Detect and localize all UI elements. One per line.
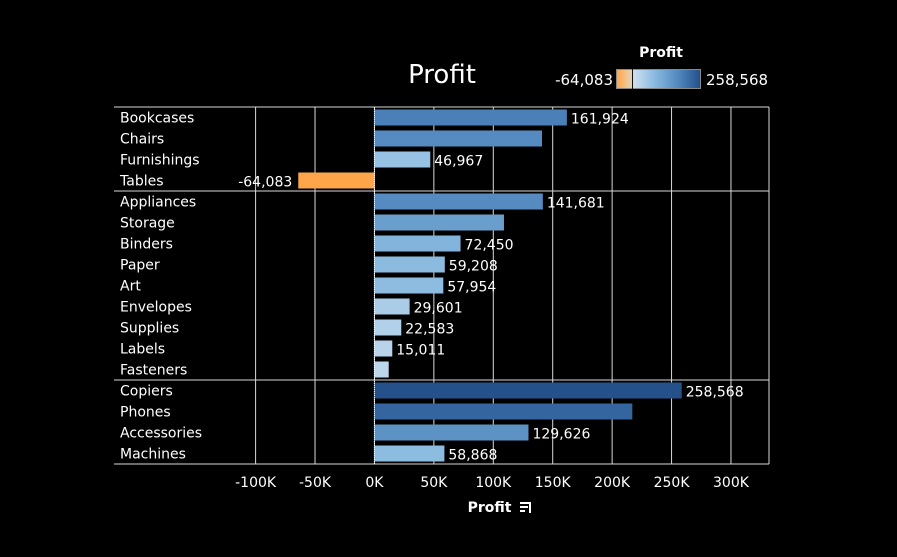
x-tick-label: 0K (365, 475, 384, 491)
x-tick-label: 300K (713, 475, 750, 491)
x-tick-label: 100K (475, 475, 512, 491)
category-label[interactable]: Binders (120, 237, 173, 253)
legend-max-label: 258,568 (706, 71, 769, 89)
x-tick-label: 50K (420, 475, 448, 491)
category-label[interactable]: Fasteners (120, 363, 187, 379)
bar[interactable] (298, 172, 375, 189)
data-label: 29,601 (414, 301, 463, 317)
category-label[interactable]: Phones (120, 405, 171, 421)
data-label: 141,681 (547, 196, 605, 212)
data-label: 72,450 (465, 238, 514, 254)
data-label: 57,954 (447, 280, 496, 296)
category-label[interactable]: Appliances (120, 195, 196, 211)
category-label[interactable]: Storage (120, 216, 175, 232)
data-label: 22,583 (405, 322, 454, 338)
category-label[interactable]: Labels (120, 342, 165, 358)
bar[interactable] (374, 151, 431, 168)
x-tick-label: 250K (654, 475, 691, 491)
category-label[interactable]: Accessories (120, 426, 202, 442)
data-label: -64,083 (238, 175, 292, 191)
category-label[interactable]: Supplies (120, 321, 179, 337)
bar[interactable] (374, 109, 567, 126)
category-label[interactable]: Tables (119, 174, 164, 190)
legend-min-label: -64,083 (555, 71, 613, 89)
category-label[interactable]: Furnishings (120, 153, 200, 169)
x-tick-label: -100K (235, 475, 277, 491)
bar[interactable] (374, 214, 504, 231)
x-tick-label: 200K (594, 475, 631, 491)
category-label[interactable]: Envelopes (120, 300, 192, 316)
x-tick-label: 150K (535, 475, 572, 491)
category-label[interactable]: Paper (120, 258, 160, 274)
bar[interactable] (374, 130, 543, 147)
bar[interactable] (374, 361, 389, 378)
data-label: 161,924 (571, 112, 629, 128)
bar[interactable] (374, 445, 445, 462)
legend-title: Profit (639, 45, 683, 61)
sort-icon[interactable] (520, 501, 532, 513)
category-label[interactable]: Machines (120, 447, 186, 463)
data-label: 258,568 (686, 385, 744, 401)
bar[interactable] (374, 403, 633, 420)
bar[interactable] (374, 256, 445, 273)
bar[interactable] (374, 298, 410, 315)
bar[interactable] (374, 277, 444, 294)
bar[interactable] (374, 382, 682, 399)
bar[interactable] (374, 193, 543, 210)
category-label[interactable]: Copiers (120, 384, 173, 400)
data-label: 58,868 (448, 448, 497, 464)
chart-title: Profit (408, 60, 476, 90)
data-label: 59,208 (449, 259, 498, 275)
bar[interactable] (374, 235, 461, 252)
x-axis-title[interactable]: Profit (440, 500, 560, 516)
category-label[interactable]: Bookcases (120, 111, 194, 127)
data-label: 46,967 (434, 154, 483, 170)
data-label: 129,626 (532, 427, 590, 443)
x-tick-label: -50K (299, 475, 332, 491)
data-label: 15,011 (396, 343, 445, 359)
bar[interactable] (374, 340, 393, 357)
category-label[interactable]: Art (120, 279, 141, 295)
category-label[interactable]: Chairs (120, 132, 164, 148)
legend-color-ramp[interactable] (616, 69, 701, 89)
bar[interactable] (374, 424, 529, 441)
bar[interactable] (374, 319, 402, 336)
legend-zero-marker (632, 69, 633, 89)
x-axis-title-text: Profit (467, 500, 512, 516)
